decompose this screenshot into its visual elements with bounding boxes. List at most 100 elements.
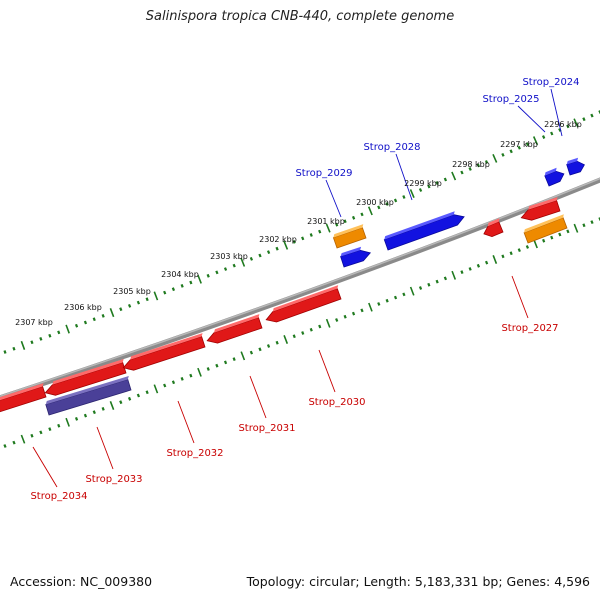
backbone-line <box>0 177 600 401</box>
outer-scale-minor-tick <box>12 346 16 351</box>
inner-scale-minor-tick <box>57 423 61 428</box>
label-strop-2033[interactable]: Strop_2033 <box>85 474 142 485</box>
outer-scale-minor-tick <box>127 303 132 308</box>
inner-scale-minor-tick <box>566 229 570 234</box>
outer-scale-minor-tick <box>501 152 505 157</box>
gene-arrow-bevel <box>340 246 362 257</box>
scale-labels: 2296 kbp 2297 kbp 2298 kbp 2299 kbp 2300 kbp… <box>15 120 582 327</box>
label-strop-2030[interactable]: Strop_2030 <box>308 397 365 408</box>
gene-callouts: Strop_2024 Strop_2025 Strop_2028 Strop_2029… <box>30 77 579 502</box>
scale-label: 2297 kbp <box>500 140 538 149</box>
outer-scale-minor-tick <box>223 267 228 271</box>
gene-arrow-strop-2028[interactable] <box>383 211 465 251</box>
label-strop-2025[interactable]: Strop_2025 <box>482 94 539 105</box>
gene-arrow-bevel <box>52 359 124 385</box>
inner-scale-minor-tick <box>258 347 262 352</box>
outer-scale-minor-tick <box>550 131 554 136</box>
inner-scale-minor-tick <box>39 430 43 435</box>
gene-arrow-strop-2030-b[interactable] <box>265 285 342 323</box>
outer-scale-minor-tick <box>418 188 423 192</box>
outer-scale-minor-tick <box>39 337 43 341</box>
outer-scale-minor-tick <box>309 233 313 237</box>
scale-label: 2301 kbp <box>307 217 345 226</box>
gene-arrow-body[interactable] <box>566 160 585 176</box>
inner-scale-major-tick <box>451 270 457 280</box>
outer-scale-major-tick <box>532 136 539 146</box>
gene-arrow-bevel <box>214 314 260 333</box>
inner-scale-minor-tick <box>163 383 167 388</box>
gene-arrow-strop-2029[interactable] <box>340 246 372 268</box>
gene-arrow-rna-2301[interactable] <box>332 224 367 249</box>
callout-line-reverse <box>177 400 195 444</box>
gene-arrow-bevel <box>544 167 557 176</box>
label-strop-2029[interactable]: Strop_2029 <box>295 168 352 179</box>
outer-scale-major-tick <box>325 223 331 233</box>
scale-label: 2302 kbp <box>259 235 297 244</box>
gene-arrow-strop-2025[interactable] <box>544 167 565 187</box>
gene-arrow-bevel <box>528 197 558 210</box>
label-strop-2028[interactable]: Strop_2028 <box>363 142 420 153</box>
gene-arrow-strop-2034[interactable] <box>0 383 47 413</box>
scale-label: 2306 kbp <box>64 303 102 312</box>
inner-scale-minor-tick <box>3 444 7 448</box>
inner-scale-minor-tick <box>171 380 176 385</box>
outer-scale-minor-tick <box>171 287 176 292</box>
gene-arrow-body[interactable] <box>544 170 565 187</box>
inner-scale-minor-tick <box>476 263 481 268</box>
inner-scale-minor-tick <box>402 292 406 297</box>
gene-arrow-body[interactable] <box>206 317 263 344</box>
scale-label: 2300 kbp <box>356 198 394 207</box>
gene-arrow-bevel <box>333 224 364 238</box>
gene-arrow-strop-2031[interactable] <box>122 333 206 371</box>
accession-text: Accession: NC_009380 <box>10 574 153 589</box>
outer-scale-minor-tick <box>468 167 472 171</box>
inner-scale-major-tick <box>533 239 538 249</box>
inner-scale-minor-tick <box>292 334 296 339</box>
scale-label: 2303 kbp <box>210 252 248 261</box>
outer-scale-minor-tick <box>509 149 513 154</box>
outer-scale-minor-tick <box>460 170 464 175</box>
label-strop-2031[interactable]: Strop_2031 <box>238 423 295 434</box>
gene-arrow-strop-2032[interactable] <box>44 359 127 396</box>
inner-scale-minor-tick <box>558 232 562 237</box>
inner-scale-minor-tick <box>223 360 228 365</box>
gene-arrow-body[interactable] <box>520 199 561 221</box>
gene-arrow-strop-2024[interactable] <box>566 157 585 176</box>
gene-arrow-bevel <box>130 333 203 360</box>
callout-line-reverse <box>511 275 529 319</box>
gene-arrow-body[interactable] <box>483 221 504 238</box>
gene-arrow-rna-2297[interactable] <box>523 214 568 244</box>
outer-scale-minor-tick <box>590 113 594 118</box>
outer-scale-minor-tick <box>484 160 489 164</box>
outer-scale-minor-tick <box>517 145 521 150</box>
gene-arrow-body[interactable] <box>340 249 372 268</box>
map-title: Salinispora tropica CNB-440, complete ge… <box>145 9 455 24</box>
gene-arrow-strop-2027-a[interactable] <box>483 218 504 238</box>
outer-scale-major-tick <box>492 153 498 163</box>
gene-arrow-strop-2027-b[interactable] <box>520 197 561 221</box>
label-strop-2034[interactable]: Strop_2034 <box>30 491 87 502</box>
label-strop-2032[interactable]: Strop_2032 <box>166 448 223 459</box>
gene-arrow-body[interactable] <box>383 214 465 251</box>
outer-scale-minor-tick <box>318 229 322 234</box>
gene-arrow-strop-2030-a[interactable] <box>206 314 263 344</box>
outer-scale-minor-tick <box>180 284 184 288</box>
outer-scale-minor-tick <box>343 219 347 224</box>
backbone-highlight <box>0 177 600 398</box>
outer-scale-major-tick <box>451 171 457 181</box>
outer-scale-major-tick <box>109 308 115 318</box>
label-strop-2027[interactable]: Strop_2027 <box>501 323 558 334</box>
inner-scale-minor-tick <box>30 433 34 438</box>
inner-scale-minor-tick <box>189 373 193 378</box>
inner-scale-minor-tick <box>301 331 305 335</box>
outer-scale-minor-tick <box>393 198 398 203</box>
gene-arrow-body[interactable] <box>44 361 127 396</box>
gene-arrow-body[interactable] <box>0 385 47 413</box>
label-strop-2024[interactable]: Strop_2024 <box>522 77 579 88</box>
gene-arrow-strop-2033[interactable] <box>45 376 132 416</box>
callout-line-forward <box>517 105 546 133</box>
scale-label: 2307 kbp <box>15 318 53 327</box>
callout-line-reverse <box>32 446 58 488</box>
outer-scale-minor-tick <box>74 323 79 328</box>
outer-scale-minor-tick <box>189 280 193 285</box>
